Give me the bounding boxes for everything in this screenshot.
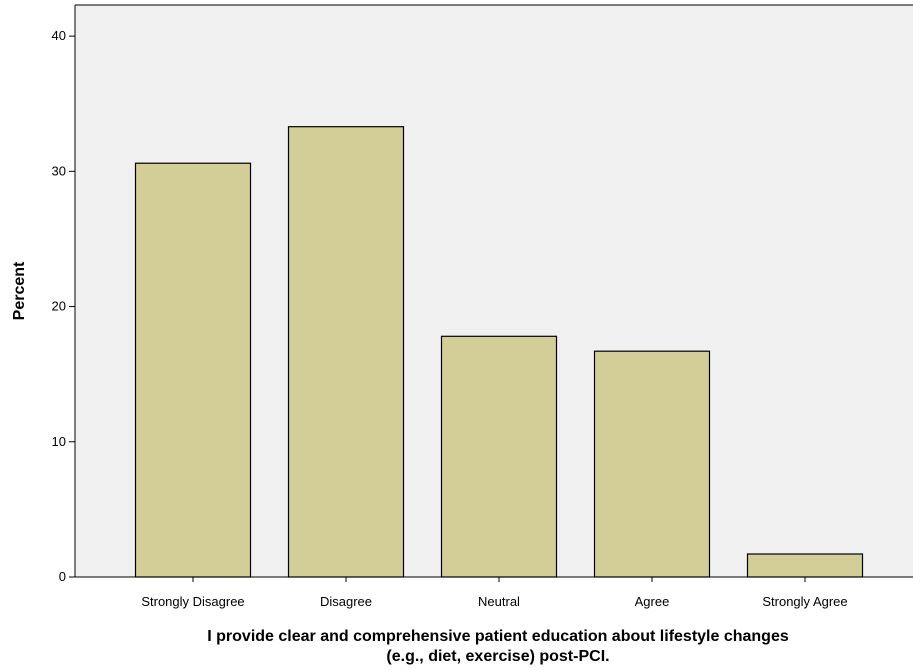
bar-neutral — [440, 335, 558, 578]
y-tick-label: 20 — [52, 299, 66, 314]
y-axis-title: Percent — [11, 261, 28, 320]
y-axis-ticks: 0 10 20 30 40 — [52, 28, 75, 584]
y-tick-label: 0 — [59, 569, 66, 584]
x-axis-title-line-2: (e.g., diet, exercise) post-PCI. — [386, 648, 609, 665]
y-tick-label: 10 — [52, 434, 66, 449]
bar-disagree — [287, 126, 405, 578]
y-tick-label: 40 — [52, 28, 66, 43]
bar-agree — [593, 350, 711, 578]
bar-strongly-agree — [746, 553, 864, 578]
x-tick-label: Disagree — [320, 594, 372, 609]
bars-group — [134, 126, 864, 578]
bar-strongly-disagree — [134, 162, 252, 578]
x-tick-label: Strongly Disagree — [141, 594, 244, 609]
x-tick-label: Strongly Agree — [762, 594, 847, 609]
x-axis-category-labels: Strongly Disagree Disagree Neutral Agree Str… — [141, 577, 848, 609]
x-tick-label: Neutral — [478, 594, 520, 609]
x-tick-label: Agree — [635, 594, 670, 609]
x-axis-title-line-1: I provide clear and comprehensive patien… — [207, 628, 789, 645]
y-tick-label: 30 — [52, 163, 66, 178]
